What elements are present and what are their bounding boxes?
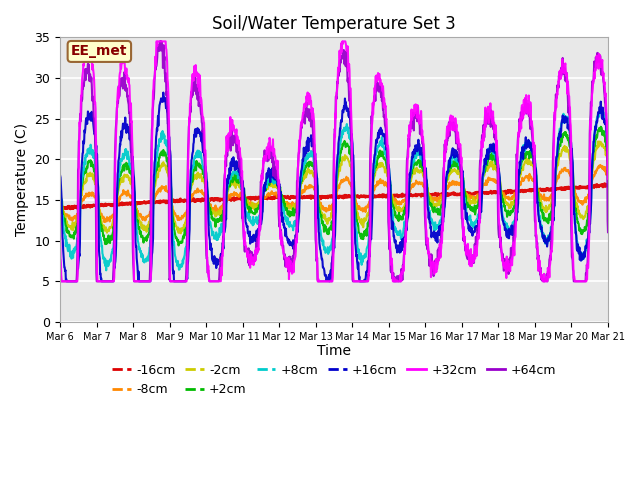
Title: Soil/Water Temperature Set 3: Soil/Water Temperature Set 3 — [212, 15, 456, 33]
Text: EE_met: EE_met — [71, 45, 127, 59]
Legend: -16cm, -8cm, -2cm, +2cm, +8cm, +16cm, +32cm, +64cm: -16cm, -8cm, -2cm, +2cm, +8cm, +16cm, +3… — [108, 359, 561, 401]
Y-axis label: Temperature (C): Temperature (C) — [15, 123, 29, 236]
X-axis label: Time: Time — [317, 345, 351, 359]
